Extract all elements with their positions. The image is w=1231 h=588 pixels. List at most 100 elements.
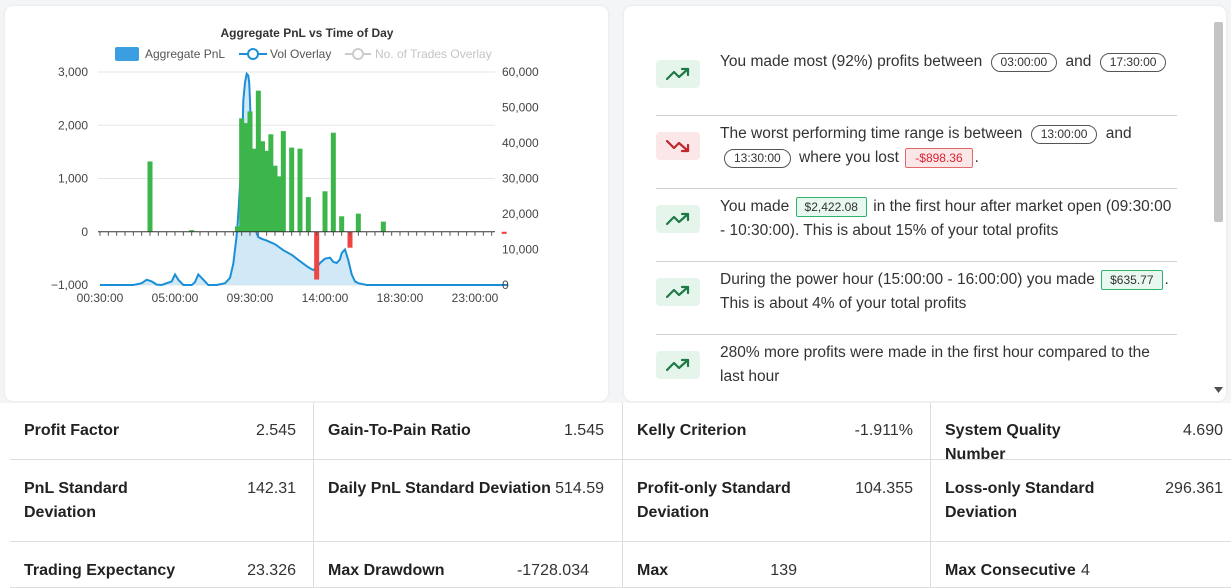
insight-text: 280% more profits were made in the first… <box>720 341 1177 389</box>
stat-label: System Quality Number <box>945 422 1061 463</box>
stat-value: 104.355 <box>855 480 913 497</box>
stat-value: 514.59 <box>555 480 604 497</box>
vol-overlay-layer <box>100 71 509 287</box>
legend-label-trades[interactable]: No. of Trades Overlay <box>375 47 492 61</box>
stat-cell: Loss-only Standard Deviation 296.361 <box>931 460 1231 542</box>
y-left-tick-label: 0 <box>81 225 88 239</box>
pnl-bar[interactable] <box>239 118 245 232</box>
legend-label-pnl[interactable]: Aggregate PnL <box>145 47 225 61</box>
insight-text-segment: 280% more profits were made in the first… <box>720 344 1150 385</box>
pnl-bar[interactable] <box>189 230 195 232</box>
scroll-down-arrow-icon[interactable] <box>1214 387 1223 393</box>
y-right-tick-label: 10,000 <box>502 243 539 257</box>
insight-text-segment: You made <box>720 198 794 215</box>
pnl-bar[interactable] <box>235 226 240 232</box>
stat-cell: Profit Factor 2.545 <box>10 403 314 460</box>
insight-text: During the power hour (15:00:00 - 16:00:… <box>720 268 1177 316</box>
time-pill: 13:30:00 <box>724 149 791 168</box>
pnl-bar[interactable] <box>147 161 153 232</box>
pnl-bar[interactable] <box>314 231 320 280</box>
y-right-tick-label: 0 <box>502 278 509 292</box>
profit-amount-badge: $635.77 <box>1101 270 1163 290</box>
pnl-bar[interactable] <box>297 148 303 232</box>
stat-value: 23.326 <box>247 562 296 579</box>
pnl-bar[interactable] <box>251 148 257 232</box>
pnl-bar[interactable] <box>501 231 507 234</box>
insight-text-segment: in the first hour after market open (09:… <box>720 198 1172 239</box>
trending-up-icon <box>656 60 700 88</box>
stat-value: -1.911% <box>854 422 913 439</box>
y-right-tick-label: 20,000 <box>502 207 539 221</box>
pnl-bar[interactable] <box>268 134 274 232</box>
stat-label: Kelly Criterion <box>637 422 747 439</box>
pnl-bar[interactable] <box>347 231 353 248</box>
stat-label: PnL Standard Deviation <box>24 480 128 521</box>
time-pill: 17:30:00 <box>1099 53 1167 72</box>
pnl-bar[interactable] <box>305 197 311 232</box>
insight-text-segment: You made most (92%) profits between <box>720 53 987 70</box>
pnl-bar[interactable] <box>276 176 282 232</box>
x-tick-label: 14:00:00 <box>302 291 349 305</box>
stat-cell: Max 139 <box>623 542 931 588</box>
stat-value: 142.31 <box>247 480 296 497</box>
pnl-bar[interactable] <box>272 165 278 232</box>
insight-item: During the power hour (15:00:00 - 16:00:… <box>656 262 1177 335</box>
chart-axes: 3,000 2,000 1,000 0 −1,000 60,000 50,000 40,000… <box>51 65 539 305</box>
insight-text-segment: The worst performing time range is betwe… <box>720 125 1027 142</box>
pnl-bar[interactable] <box>380 221 386 232</box>
pnl-bar[interactable] <box>280 131 286 232</box>
y-left-tick-label: 3,000 <box>58 65 88 79</box>
y-left-tick-label: 2,000 <box>58 118 88 132</box>
insights-scrollbar[interactable] <box>1211 14 1224 394</box>
chart-grid <box>98 71 495 286</box>
pnl-bar[interactable] <box>339 216 345 232</box>
time-pill: 13:00:00 <box>1030 125 1098 144</box>
trending-up-icon <box>656 278 700 306</box>
insight-text: You made most (92%) profits between 03:0… <box>720 50 1177 74</box>
stat-label: Gain-To-Pain Ratio <box>328 422 471 439</box>
insight-item: The worst performing time range is betwe… <box>656 116 1177 189</box>
chart-title: Aggregate PnL vs Time of Day <box>221 26 394 40</box>
chart-legend[interactable]: Aggregate PnL Vol Overlay No. of Trades … <box>115 47 492 61</box>
insight-text-segment: and <box>1061 53 1096 70</box>
time-pill: 03:00:00 <box>990 53 1058 72</box>
x-tick-label: 23:00:00 <box>452 291 499 305</box>
pnl-bar[interactable] <box>255 90 261 232</box>
pnl-bar[interactable] <box>355 213 361 232</box>
pnl-bar[interactable] <box>260 141 265 232</box>
pnl-bar[interactable] <box>322 191 328 232</box>
legend-swatch-pnl <box>115 47 139 61</box>
stat-label: Max Drawdown <box>328 562 445 579</box>
x-tick-label: 05:00:00 <box>152 291 199 305</box>
x-tick-label: 18:30:00 <box>377 291 424 305</box>
pnl-bar[interactable] <box>243 123 249 232</box>
stat-cell: System Quality Number 4.690 <box>931 403 1231 463</box>
trending-up-icon <box>656 351 700 379</box>
insight-text-segment: During the power hour (15:00:00 - 16:00:… <box>720 271 1100 288</box>
trending-down-icon <box>656 132 700 160</box>
pnl-bar[interactable] <box>330 132 336 232</box>
insights-panel[interactable]: You made most (92%) profits between 03:0… <box>624 6 1226 401</box>
insight-text-segment: where you lost <box>794 149 904 166</box>
vol-overlay-line <box>100 71 509 287</box>
stat-value: 2.545 <box>255 422 296 439</box>
pnl-time-chart: Aggregate PnL vs Time of Day Aggregate P… <box>51 26 539 305</box>
stat-label: Daily PnL Standard Deviation <box>328 480 551 497</box>
legend-marker-trades <box>352 48 364 60</box>
stat-cell: Kelly Criterion -1.911% <box>623 403 931 460</box>
pnl-bar[interactable] <box>247 111 253 232</box>
pnl-bar[interactable] <box>289 147 295 232</box>
insight-item: You made most (92%) profits between 03:0… <box>656 44 1177 116</box>
stat-cell: PnL Standard Deviation 142.31 <box>10 460 314 542</box>
stat-value: 296.361 <box>1165 480 1223 497</box>
stat-value: 139 <box>770 562 797 579</box>
x-tick-label: 00:30:00 <box>77 291 124 305</box>
legend-marker-vol <box>247 48 259 60</box>
stat-cell: Gain-To-Pain Ratio 1.545 <box>314 403 623 460</box>
scrollbar-thumb[interactable] <box>1214 22 1223 222</box>
pnl-bar[interactable] <box>264 150 270 232</box>
vol-overlay-area <box>100 73 509 285</box>
legend-label-vol[interactable]: Vol Overlay <box>270 47 331 61</box>
pnl-time-chart-card: Aggregate PnL vs Time of Day Aggregate P… <box>5 6 608 401</box>
stat-label: Profit Factor <box>24 422 120 439</box>
